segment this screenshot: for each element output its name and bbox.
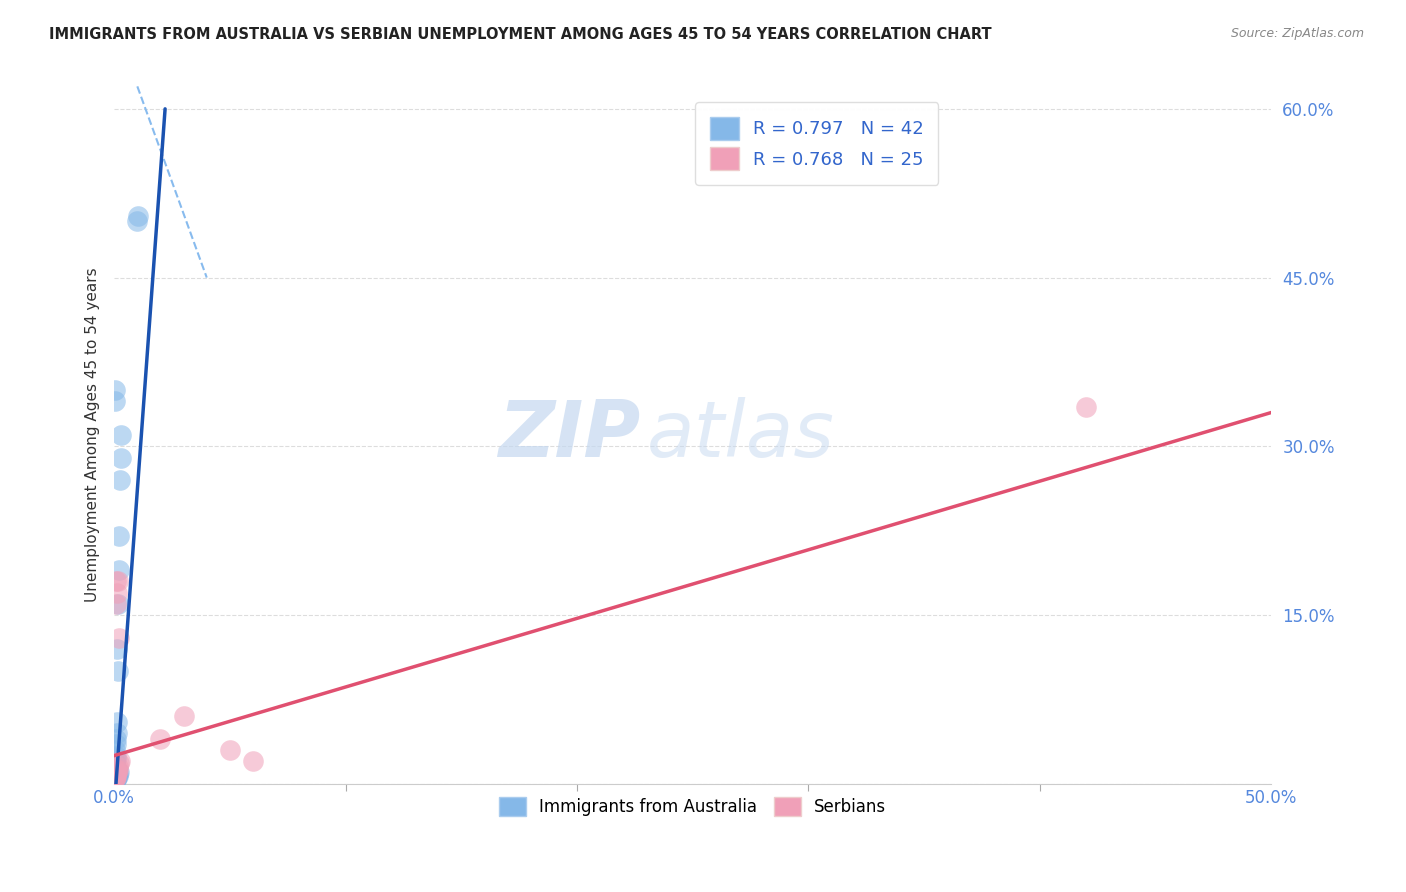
Point: [104, 772, 127, 787]
Point: [104, 770, 127, 784]
Y-axis label: Unemployment Among Ages 45 to 54 years: Unemployment Among Ages 45 to 54 years: [86, 268, 100, 602]
Point: [107, 597, 129, 611]
Point: [105, 737, 128, 751]
Point: [104, 773, 127, 788]
Point: [105, 763, 128, 777]
Point: [104, 769, 127, 783]
Point: [173, 709, 195, 723]
Point: [105, 770, 128, 784]
Point: [104, 772, 127, 787]
Point: [107, 760, 129, 774]
Text: IMMIGRANTS FROM AUSTRALIA VS SERBIAN UNEMPLOYMENT AMONG AGES 45 TO 54 YEARS CORR: IMMIGRANTS FROM AUSTRALIA VS SERBIAN UNE…: [49, 27, 991, 42]
Point: [104, 768, 127, 782]
Point: [105, 769, 128, 783]
Point: [107, 563, 129, 577]
Point: [127, 214, 149, 228]
Point: [108, 529, 131, 543]
Point: [104, 758, 127, 772]
Point: [127, 209, 149, 223]
Point: [107, 769, 129, 783]
Point: [1074, 400, 1097, 414]
Point: [108, 765, 131, 780]
Point: [104, 383, 127, 397]
Point: [242, 754, 264, 768]
Point: [104, 768, 127, 782]
Point: [105, 773, 128, 788]
Point: [149, 731, 172, 746]
Point: [105, 726, 128, 740]
Point: [108, 631, 131, 645]
Point: [104, 394, 127, 409]
Point: [105, 731, 128, 746]
Point: [107, 641, 129, 656]
Point: [104, 748, 127, 763]
Point: [105, 768, 128, 782]
Point: [107, 766, 129, 780]
Point: [105, 765, 128, 780]
Point: [104, 752, 127, 766]
Point: [219, 743, 242, 757]
Point: [105, 770, 128, 784]
Point: [110, 450, 132, 465]
Point: [108, 754, 131, 768]
Point: [104, 771, 127, 785]
Point: [105, 597, 128, 611]
Point: [105, 765, 128, 780]
Point: [110, 428, 132, 442]
Point: [105, 714, 128, 729]
Point: [105, 585, 128, 599]
Point: [104, 766, 127, 780]
Point: [105, 771, 128, 785]
Point: [104, 765, 127, 780]
Point: [107, 763, 129, 777]
Point: [104, 743, 127, 757]
Text: atlas: atlas: [647, 397, 834, 473]
Point: [104, 771, 127, 785]
Point: [107, 574, 129, 589]
Point: [104, 772, 127, 787]
Point: [104, 574, 127, 589]
Point: [108, 473, 131, 487]
Point: [105, 763, 128, 777]
Point: [104, 770, 127, 784]
Point: [104, 756, 127, 771]
Text: Source: ZipAtlas.com: Source: ZipAtlas.com: [1230, 27, 1364, 40]
Point: [104, 754, 127, 768]
Text: ZIP: ZIP: [498, 397, 641, 473]
Point: [108, 756, 131, 771]
Legend: Immigrants from Australia, Serbians: Immigrants from Australia, Serbians: [491, 789, 894, 824]
Point: [104, 770, 127, 784]
Point: [107, 665, 129, 679]
Point: [104, 771, 127, 785]
